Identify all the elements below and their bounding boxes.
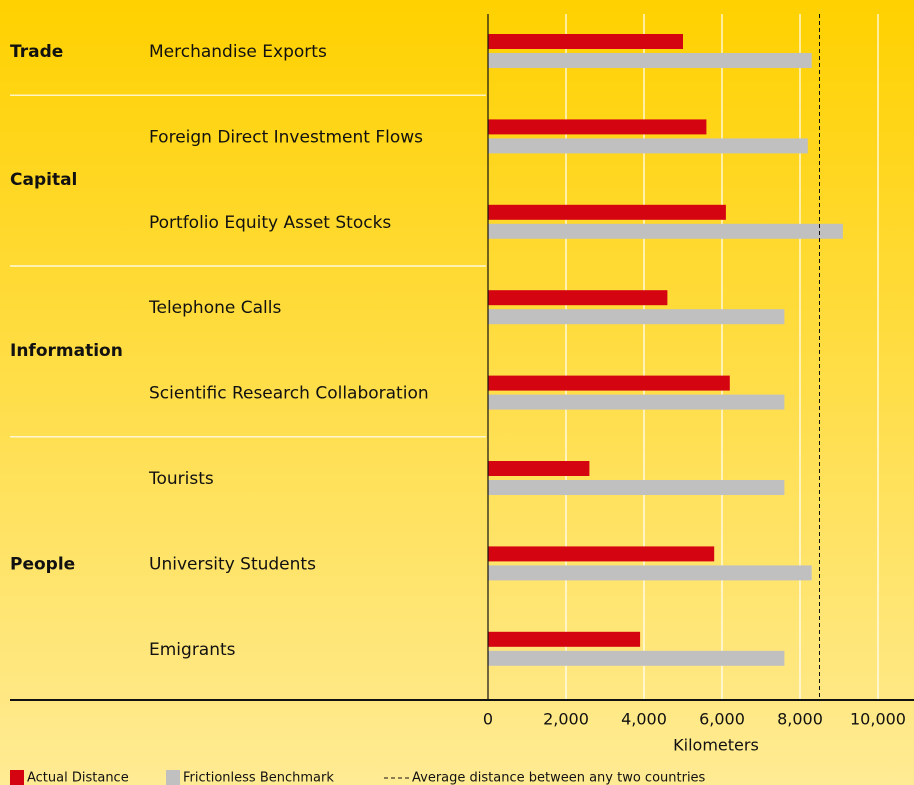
legend-label: Actual Distance bbox=[27, 771, 129, 785]
bar bbox=[488, 394, 785, 410]
bar bbox=[488, 650, 785, 666]
group-label: Trade bbox=[10, 42, 63, 62]
x-tick-label: 0 bbox=[483, 710, 493, 729]
bar bbox=[488, 309, 785, 325]
bar bbox=[488, 290, 668, 306]
bar bbox=[488, 119, 707, 135]
bar bbox=[488, 461, 590, 476]
bar bbox=[488, 223, 843, 239]
category-label: University Students bbox=[149, 554, 316, 574]
bar bbox=[488, 546, 715, 562]
bar bbox=[488, 565, 812, 581]
category-label: Foreign Direct Investment Flows bbox=[149, 127, 423, 147]
group-label: People bbox=[10, 554, 75, 574]
group-label: Information bbox=[10, 341, 123, 361]
bar bbox=[488, 204, 726, 220]
bar bbox=[488, 34, 683, 49]
bar bbox=[488, 53, 812, 68]
legend-label: Frictionless Benchmark bbox=[183, 771, 334, 785]
group-label: Capital bbox=[10, 170, 77, 190]
category-label: Portfolio Equity Asset Stocks bbox=[149, 213, 391, 233]
x-tick-label: 8,000 bbox=[777, 710, 823, 729]
category-label: Merchandise Exports bbox=[149, 42, 327, 62]
bar bbox=[488, 480, 785, 495]
category-label: Tourists bbox=[148, 469, 214, 489]
bar bbox=[488, 631, 641, 647]
bar bbox=[488, 138, 808, 154]
legend-label: Average distance between any two countri… bbox=[412, 771, 706, 785]
legend-swatch bbox=[166, 770, 180, 785]
x-tick-label: 10,000 bbox=[850, 710, 906, 729]
category-label: Scientific Research Collaboration bbox=[149, 384, 429, 404]
x-tick-label: 4,000 bbox=[621, 710, 667, 729]
bar bbox=[488, 375, 730, 391]
x-axis-label: Kilometers bbox=[673, 736, 759, 755]
x-tick-label: 2,000 bbox=[543, 710, 589, 729]
x-tick-label: 6,000 bbox=[699, 710, 745, 729]
category-label: Telephone Calls bbox=[148, 298, 281, 318]
legend-swatch bbox=[10, 770, 24, 785]
category-label: Emigrants bbox=[149, 640, 236, 660]
